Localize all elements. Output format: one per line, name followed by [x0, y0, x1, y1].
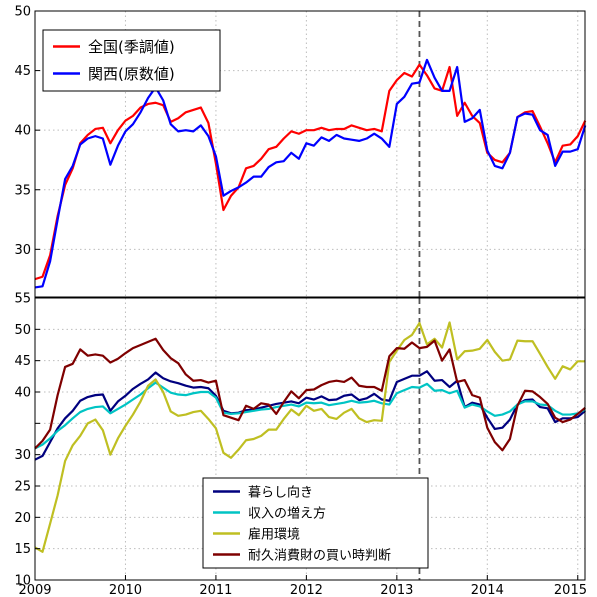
bottom-y-tick-labels: 10 15 20 25 30 40 45 50 55 — [14, 292, 40, 589]
xtick-label-0: 2009 — [18, 583, 51, 597]
bot-ytick-label-7: 45 — [14, 354, 31, 369]
top-legend-label-0: 全国(季調値) — [88, 38, 175, 56]
top-series-line-1 — [34, 58, 587, 289]
bot-ytick-label-8: 50 — [14, 323, 31, 338]
bot-ytick-label-2: 20 — [14, 511, 31, 526]
bot-ytick-label-4: 30 — [14, 448, 31, 463]
bottom-frame — [34, 297, 586, 581]
bot-series-line-3 — [34, 337, 586, 452]
top-panel: 30 35 40 45 50 全国(季調値) 関西(原数値) — [14, 5, 587, 298]
bottom-legend-label-1: 収入の増え方 — [248, 505, 326, 521]
xtick-label-4: 2013 — [380, 583, 413, 597]
xtick-label-2: 2011 — [199, 583, 232, 597]
x-tick-labels: 2009 2010 2011 2012 2013 2014 2015 — [18, 575, 587, 597]
bot-ytick-label-1: 15 — [14, 542, 31, 557]
top-legend: 全国(季調値) 関西(原数値) — [42, 29, 221, 92]
top-ytick-label-3: 45 — [14, 64, 31, 79]
top-ytick-label-4: 50 — [14, 5, 31, 20]
top-frame — [34, 10, 586, 298]
top-ytick-label-2: 40 — [14, 124, 31, 139]
xtick-label-6: 2015 — [554, 583, 587, 597]
bot-series-line-0 — [34, 370, 586, 461]
top-ytick-label-1: 35 — [14, 183, 31, 198]
xtick-label-1: 2010 — [109, 583, 142, 597]
top-legend-label-1: 関西(原数値) — [88, 65, 175, 83]
bot-series-line-2 — [34, 321, 586, 553]
top-y-tick-labels: 30 35 40 45 50 — [14, 5, 40, 258]
bot-ytick-label-0: 10 — [14, 574, 31, 589]
top-legend-box — [42, 29, 221, 92]
xtick-label-3: 2012 — [290, 583, 323, 597]
xtick-label-5: 2014 — [471, 583, 504, 597]
bottom-legend-label-2: 雇用環境 — [248, 526, 300, 542]
bottom-legend-label-0: 暮らし向き — [248, 484, 313, 500]
top-series-lines — [34, 58, 587, 289]
top-series-line-0 — [34, 63, 587, 281]
bottom-legend-box — [202, 477, 429, 569]
bot-series-line-1 — [34, 381, 586, 450]
bot-ytick-label-6: 40 — [14, 386, 31, 401]
bottom-legend-label-3: 耐久消費財の買い時判断 — [248, 548, 391, 563]
bottom-series-lines — [34, 321, 586, 553]
top-ytick-label-0: 30 — [14, 243, 31, 258]
bot-ytick-label-9: 55 — [14, 292, 31, 307]
bot-ytick-label-3: 25 — [14, 480, 31, 495]
